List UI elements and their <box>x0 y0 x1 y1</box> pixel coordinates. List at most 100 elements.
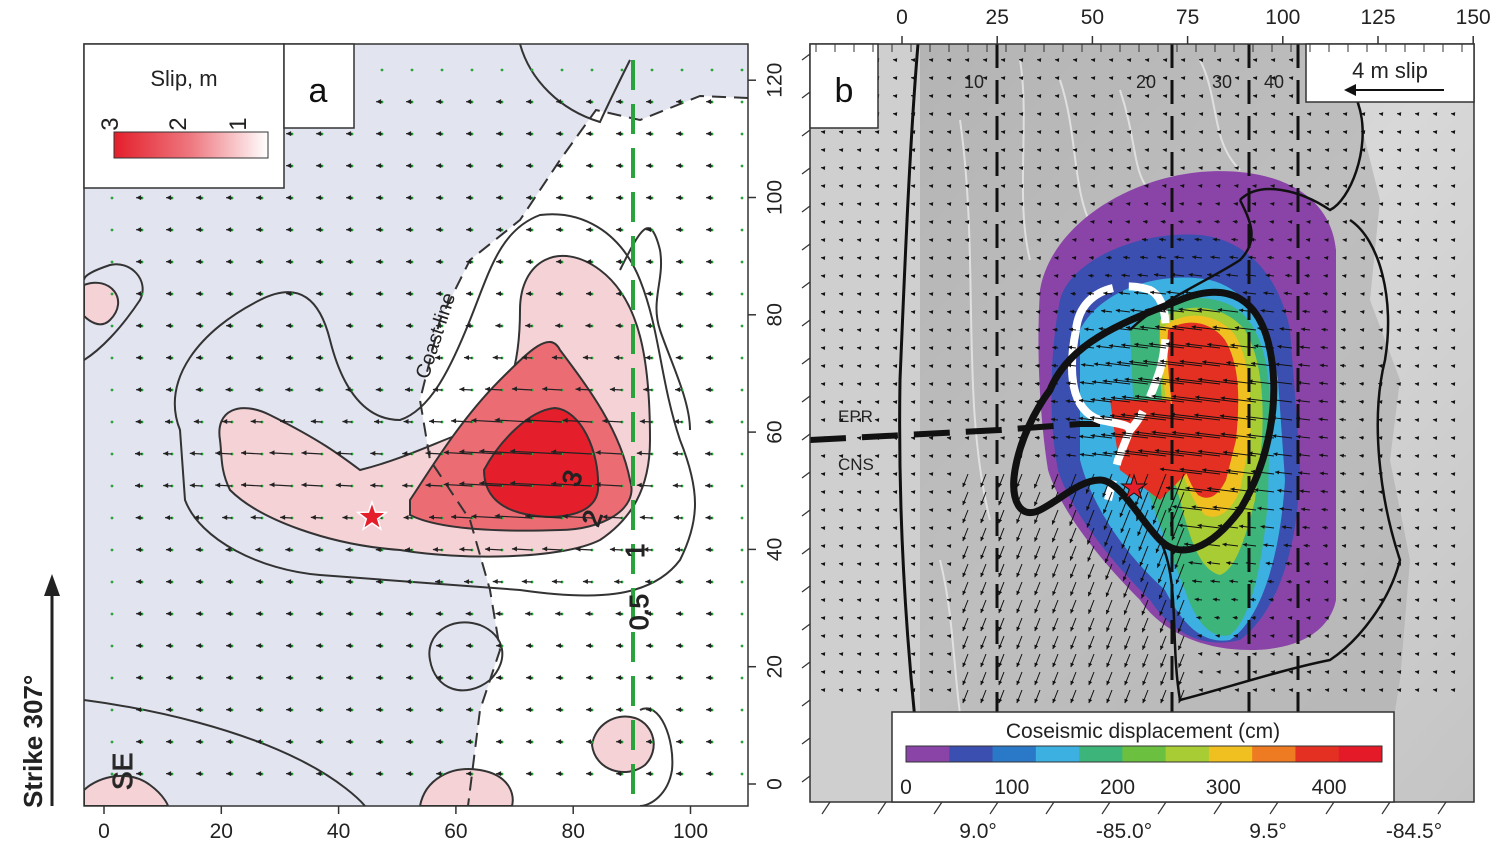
displacement-vector-head <box>1432 508 1438 513</box>
slip-vector-head <box>443 449 449 455</box>
displacement-vector-head <box>1070 662 1075 668</box>
slip-vector-head <box>575 546 581 552</box>
displacement-vector-head <box>1000 418 1005 423</box>
left-tick-mark <box>801 167 811 175</box>
displacement-vector <box>1207 487 1239 493</box>
displacement-vector-head <box>1093 362 1099 367</box>
slip-vector-head <box>286 707 292 713</box>
displacement-vector <box>1173 527 1185 555</box>
displacement-vector-head <box>980 554 985 560</box>
colorbar-cell <box>1035 746 1080 762</box>
displacement-vector-head <box>1019 112 1024 117</box>
displacement-vector-head <box>1246 433 1251 438</box>
displacement-vector-head <box>1275 362 1280 367</box>
displacement-vector-head <box>1051 399 1056 404</box>
displacement-vector-head <box>983 94 988 99</box>
displacement-vector-head <box>893 274 898 279</box>
slip-vector-head <box>403 419 409 425</box>
displacement-vector-head <box>1271 58 1276 63</box>
displacement-vector-head <box>982 436 988 441</box>
displacement-vector-head <box>875 256 880 261</box>
slip-vector-head <box>556 99 562 105</box>
displacement-vector-head <box>893 418 898 423</box>
slip-vector-head <box>136 195 142 201</box>
slip-vector-head <box>286 579 292 585</box>
displacement-vector-head <box>1035 453 1040 458</box>
displacement-vector-head <box>1070 291 1075 296</box>
displacement-vector-head <box>1252 670 1257 675</box>
displacement-vector-head <box>1342 562 1347 567</box>
displacement-vector-head <box>1173 549 1177 555</box>
displacement-vector-head <box>1359 489 1365 494</box>
displacement-vector-head <box>1253 58 1258 63</box>
displacement-vector-head <box>1252 148 1258 153</box>
displacement-vector-head <box>821 562 826 567</box>
displacement-vector-head <box>1414 454 1420 459</box>
displacement-vector-head <box>1339 381 1344 386</box>
displacement-vector-head <box>839 652 844 657</box>
slip-vector-head <box>525 291 531 297</box>
slip-vector-head <box>226 739 232 745</box>
slip-vector-head <box>196 259 202 265</box>
displacement-vector-head <box>1360 256 1365 261</box>
displacement-vector-head <box>1378 328 1383 333</box>
displacement-vector-head <box>1378 544 1383 549</box>
displacement-vector-head <box>1378 418 1383 423</box>
displacement-vector-head <box>1340 363 1345 368</box>
contour-label-0-5: 0.5 <box>624 594 654 630</box>
displacement-vector-head <box>1165 486 1171 491</box>
displacement-vector-head <box>911 310 916 315</box>
displacement-vector-head <box>1216 652 1221 657</box>
slip-vector <box>525 419 563 423</box>
displacement-vector-head <box>1019 166 1024 171</box>
displacement-vector-head <box>1050 417 1056 422</box>
displacement-vector-head <box>1054 220 1060 225</box>
slip-contour-bottom <box>418 768 514 806</box>
slip-vector-head <box>286 611 292 617</box>
displacement-vector-head <box>1051 502 1056 507</box>
displacement-vector-head <box>875 580 880 585</box>
displacement-vector-head <box>1451 292 1456 297</box>
slip-vector-head <box>316 739 322 745</box>
displacement-vector-head <box>1001 184 1006 189</box>
grid-dot <box>470 68 474 72</box>
displacement-vector-head <box>1016 698 1021 704</box>
displacement-vector-head <box>1322 309 1327 314</box>
displacement-vector-head <box>1194 237 1199 242</box>
slip-vector-head <box>616 259 622 265</box>
displacement-vector-head <box>1234 670 1239 675</box>
displacement-vector-head <box>1034 680 1039 686</box>
displacement-vector-head <box>1451 418 1456 423</box>
slip-vector-head <box>226 291 232 297</box>
slip-vector-head <box>459 546 465 552</box>
displacement-vector-head <box>1034 435 1040 440</box>
slip-contour-1m-right <box>619 227 691 431</box>
displacement-vector-head <box>1100 396 1106 401</box>
slip-vector-head <box>496 739 502 745</box>
displacement-vector-head <box>1202 290 1207 295</box>
displacement-vector-head <box>1286 255 1291 260</box>
displacement-vector-head <box>1451 166 1456 171</box>
slip-vector-head <box>706 291 712 297</box>
displacement-vector-head <box>1251 219 1256 224</box>
grid-dot <box>110 644 114 648</box>
left-tick-mark <box>801 281 811 289</box>
slip-vector-head <box>429 514 435 520</box>
displacement-vector <box>1172 505 1203 511</box>
displacement-vector <box>1246 398 1275 403</box>
displacement-vector-head <box>893 184 898 189</box>
displacement-vector-head <box>929 490 934 495</box>
displacement-vector-head <box>1219 414 1225 419</box>
displacement-vector <box>1151 431 1203 439</box>
displacement-vector-head <box>1100 414 1105 419</box>
slip-vector-head <box>136 227 142 233</box>
slip-vector-head <box>646 131 652 137</box>
displacement-vector-head <box>980 572 985 578</box>
displacement-vector-head <box>1269 615 1274 620</box>
displacement-vector <box>1110 433 1149 439</box>
slip-vector-head <box>706 739 712 745</box>
slip-contour-0.5m-br <box>639 707 674 806</box>
slip-vector <box>510 450 563 455</box>
slip-vector-head <box>465 323 471 329</box>
displacement-vector-head <box>1343 130 1348 135</box>
